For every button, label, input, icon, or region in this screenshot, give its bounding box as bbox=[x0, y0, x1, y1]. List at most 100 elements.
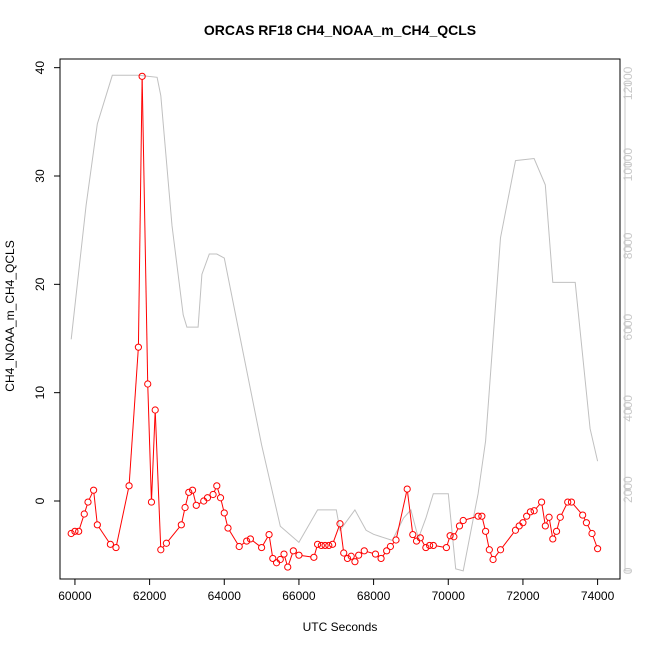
data-point bbox=[343, 554, 352, 563]
y-tick-label: 10 bbox=[33, 386, 47, 400]
data-point bbox=[224, 524, 232, 532]
data-point bbox=[125, 482, 133, 490]
series-segment bbox=[485, 534, 490, 547]
series-segment bbox=[284, 556, 288, 565]
series-segment bbox=[367, 551, 373, 554]
series-segment bbox=[213, 488, 217, 492]
data-point bbox=[355, 551, 363, 559]
series-segment bbox=[549, 520, 553, 536]
data-point bbox=[220, 509, 228, 517]
series-segment bbox=[333, 526, 340, 542]
data-point bbox=[321, 541, 329, 550]
series-segment bbox=[502, 532, 514, 548]
series-segment bbox=[128, 350, 139, 483]
data-point bbox=[588, 529, 596, 538]
y2-tick-label: 2000 bbox=[621, 476, 635, 503]
series-segment bbox=[339, 526, 344, 550]
series-segment bbox=[137, 79, 143, 345]
x-tick-label: 72000 bbox=[506, 589, 540, 603]
series-segment bbox=[314, 547, 318, 555]
data-point bbox=[511, 526, 520, 534]
series-segment bbox=[167, 526, 180, 542]
data-point bbox=[530, 507, 538, 515]
data-point bbox=[567, 498, 576, 506]
data-point bbox=[314, 540, 322, 548]
data-point bbox=[371, 550, 380, 558]
series-segment bbox=[154, 413, 162, 547]
y-tick-label: 20 bbox=[33, 277, 47, 291]
data-point bbox=[403, 485, 411, 493]
data-point bbox=[185, 488, 193, 496]
x-tick-label: 68000 bbox=[357, 589, 391, 603]
data-point bbox=[450, 533, 458, 541]
series-segment bbox=[252, 540, 260, 547]
data-point bbox=[538, 498, 546, 506]
series-segment bbox=[192, 493, 197, 503]
y2-tick-label: 0 bbox=[621, 567, 635, 574]
x-axis: 60000 62000 64000 66000 68000 70000 72000 74000 bbox=[58, 579, 615, 603]
data-point bbox=[200, 497, 208, 505]
data-point bbox=[485, 546, 493, 554]
data-point bbox=[325, 541, 333, 550]
x-tick-label: 66000 bbox=[282, 589, 316, 603]
data-point bbox=[243, 537, 251, 545]
data-point bbox=[276, 555, 284, 564]
data-point bbox=[556, 513, 564, 521]
data-point bbox=[515, 522, 523, 530]
data-point bbox=[383, 547, 391, 555]
series-segment bbox=[587, 525, 592, 531]
data-point bbox=[192, 501, 200, 509]
data-point bbox=[416, 534, 424, 542]
data-point bbox=[429, 541, 437, 550]
x-axis-label: UTC Seconds bbox=[303, 620, 378, 634]
data-point bbox=[147, 498, 156, 506]
series-segment bbox=[446, 538, 450, 545]
x-tick-label: 74000 bbox=[581, 589, 615, 603]
data-point bbox=[564, 498, 572, 506]
data-point bbox=[67, 529, 75, 538]
series-segment bbox=[185, 495, 189, 505]
data-point bbox=[162, 539, 170, 547]
series-segment bbox=[541, 505, 546, 523]
data-point bbox=[455, 522, 464, 530]
data-point bbox=[459, 516, 467, 525]
series-segment bbox=[141, 79, 149, 381]
data-point bbox=[310, 553, 318, 561]
series-segment bbox=[421, 540, 425, 546]
y-tick-label: 30 bbox=[33, 169, 47, 183]
series-segment bbox=[181, 510, 185, 522]
series-segment bbox=[436, 545, 444, 548]
y-tick-label: 0 bbox=[33, 497, 47, 504]
series-segment bbox=[489, 552, 493, 557]
series-segment bbox=[217, 488, 221, 495]
y2-tick-label: 8000 bbox=[621, 232, 635, 259]
data-point bbox=[209, 490, 217, 499]
series-segment bbox=[151, 413, 156, 500]
data-point bbox=[594, 545, 602, 553]
data-point bbox=[203, 494, 212, 502]
series-segment bbox=[229, 530, 239, 545]
data-point bbox=[351, 558, 359, 566]
series-segment bbox=[573, 504, 582, 514]
data-point bbox=[75, 527, 83, 535]
data-point bbox=[188, 486, 197, 494]
data-point bbox=[317, 541, 325, 550]
series-segment bbox=[407, 492, 413, 532]
data-point bbox=[246, 535, 254, 543]
series-segment bbox=[84, 504, 88, 512]
secondary-y-axis: 0 2000 4000 6000 8000 10000 12000 bbox=[621, 66, 635, 574]
data-point bbox=[84, 498, 92, 506]
series-segment bbox=[224, 515, 228, 526]
series-segment bbox=[396, 492, 408, 538]
series-segment bbox=[88, 492, 93, 500]
data-point bbox=[151, 406, 159, 414]
data-point bbox=[478, 512, 486, 520]
series-segment bbox=[93, 493, 98, 522]
data-point bbox=[295, 551, 303, 559]
series-segment bbox=[535, 504, 540, 509]
series-segment bbox=[288, 553, 293, 565]
data-point bbox=[552, 527, 561, 535]
y2-tick-label: 4000 bbox=[621, 395, 635, 422]
data-point bbox=[526, 508, 535, 516]
y2-tick-label: 12000 bbox=[621, 66, 635, 100]
